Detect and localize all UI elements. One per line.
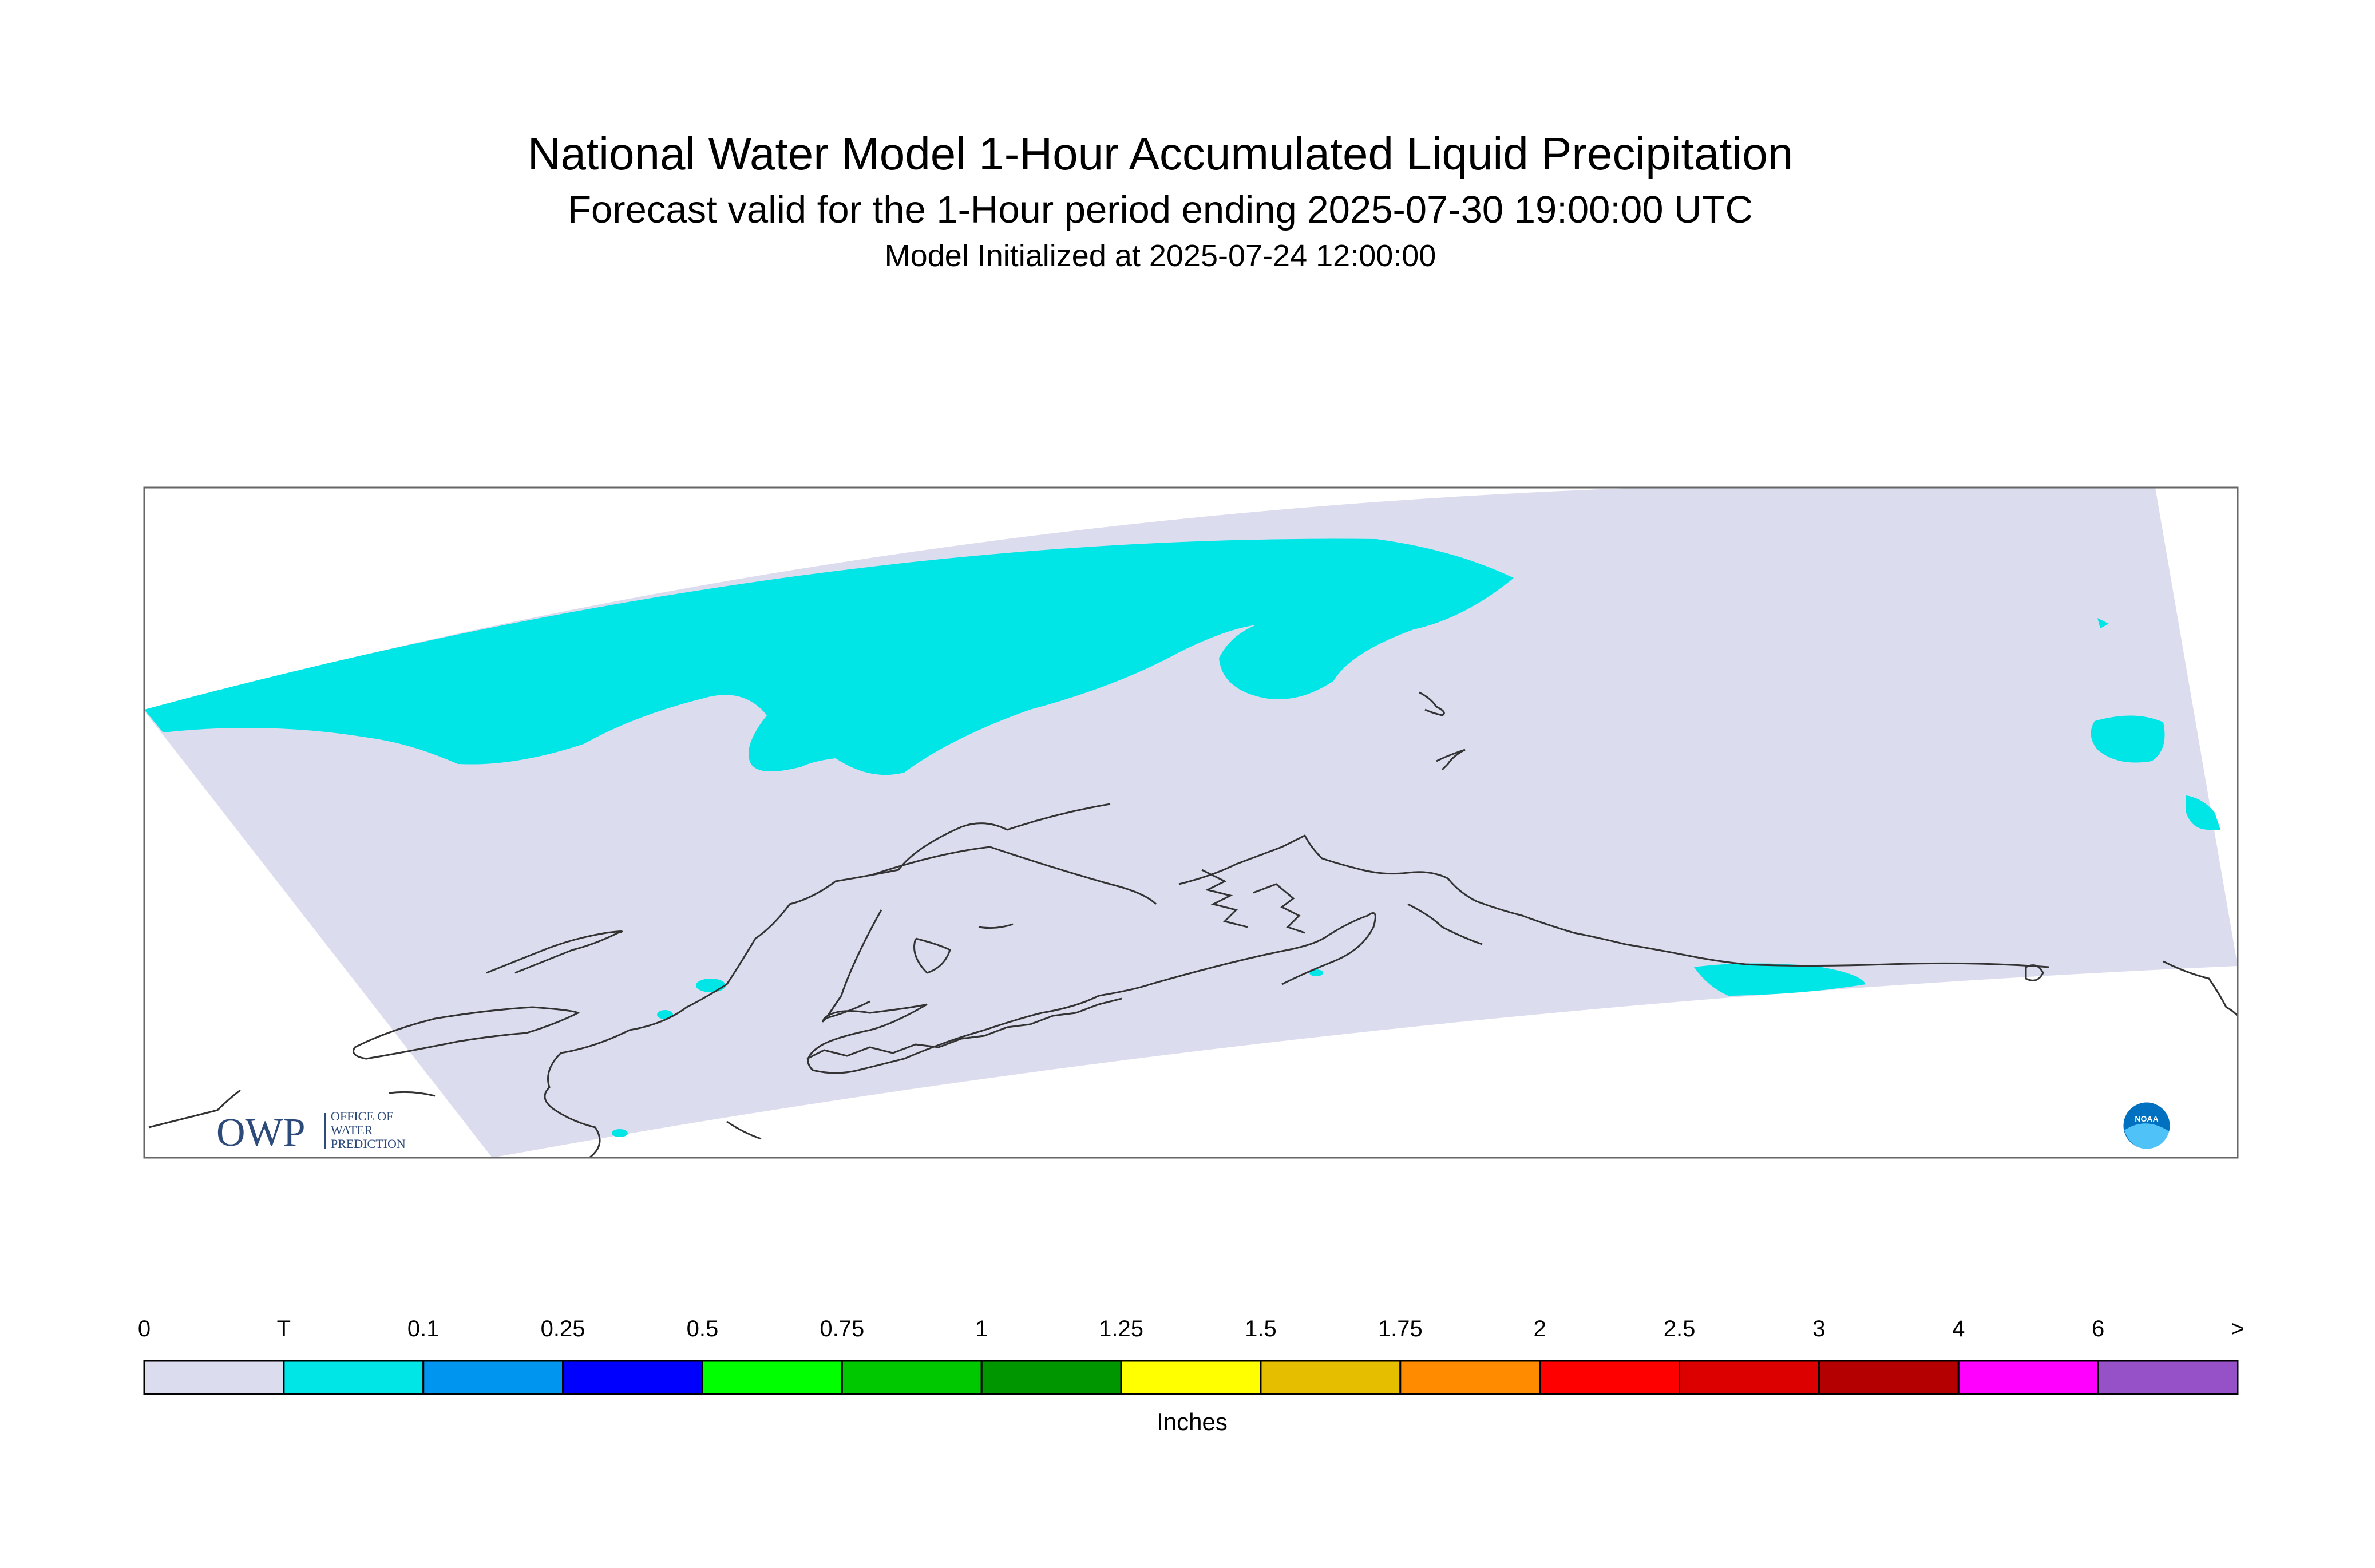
colorbar-tick-label: 3: [1812, 1316, 1826, 1341]
trace-area-arctic-coast: [144, 538, 1514, 775]
trace-area-east-1: [2091, 715, 2165, 763]
colorbar-swatch: [283, 1360, 425, 1395]
colorbar-tick-label: 0.5: [686, 1316, 719, 1341]
map-title: National Water Model 1-Hour Accumulated …: [527, 128, 1794, 179]
noaa-logo: NOAA: [2121, 1100, 2172, 1151]
colorbar-tick-label: 1.5: [1245, 1316, 1277, 1341]
colorbar-tick-label: T: [276, 1316, 291, 1341]
colorbar-swatch: [2097, 1360, 2239, 1395]
noaa-logo-wave: [2124, 1123, 2170, 1150]
trace-area-peninsula: [1309, 969, 1323, 976]
trace-area-west-2: [657, 1010, 673, 1019]
colorbar-tick-label: 1.75: [1378, 1316, 1423, 1341]
colorbar-tick-label: 0.75: [820, 1316, 865, 1341]
noaa-logo-ring: [2121, 1100, 2172, 1151]
colorbar-swatch: [841, 1360, 983, 1395]
colorbar-swatch: [1260, 1360, 1402, 1395]
colorbar-swatch: [143, 1360, 285, 1395]
trace-area-south: [612, 1129, 628, 1137]
owp-text-line-2: WATER: [331, 1123, 373, 1137]
trace-area-west-1: [696, 979, 726, 992]
colorbar-swatch: [701, 1360, 843, 1395]
owp-text-line-3: PREDICTION: [331, 1137, 406, 1151]
colorbar-tick-label: >: [2231, 1316, 2245, 1341]
colorbar-tick-label: 0.25: [540, 1316, 585, 1341]
coastlines: [148, 691, 2238, 1158]
map-subtitle: Forecast valid for the 1-Hour period end…: [568, 188, 1753, 231]
colorbar-tick-label: 1: [975, 1316, 988, 1341]
owp-text-line-1: OFFICE OF: [331, 1109, 393, 1123]
map-frame: [143, 486, 2239, 1159]
colorbar-swatch: [1957, 1360, 2099, 1395]
model-init-line: Model Initialized at 2025-07-24 12:00:00: [884, 239, 1436, 273]
trace-area-east-2: [2186, 795, 2220, 830]
noaa-logo-text: NOAA: [2135, 1114, 2158, 1123]
colorbar-swatch: [980, 1360, 1122, 1395]
colorbar-tick-label: 1.25: [1099, 1316, 1143, 1341]
owp-letters: OWP: [216, 1111, 306, 1155]
colorbar-tick-label: 2.5: [1663, 1316, 1696, 1341]
colorbar-swatch: [1399, 1360, 1541, 1395]
colorbar-tick-label: 2: [1533, 1316, 1546, 1341]
colorbar-swatch: [1120, 1360, 1262, 1395]
colorbar-tick-label: 4: [1952, 1316, 1965, 1341]
colorbar-swatch: [562, 1360, 703, 1395]
legend-units: Inches: [1157, 1408, 1228, 1435]
colorbar: [143, 1360, 2239, 1395]
trace-area-gulf: [1694, 963, 1866, 996]
colorbar-swatch: [1679, 1360, 1820, 1395]
colorbar-tick-label: 0: [137, 1316, 151, 1341]
owp-logo: OWP OFFICE OF WATER PREDICTION: [216, 1109, 406, 1155]
colorbar-swatch: [422, 1360, 564, 1395]
colorbar-tick-label: 6: [2092, 1316, 2105, 1341]
trace-area-east-3: [2097, 618, 2109, 628]
colorbar-tick-label: 0.1: [407, 1316, 440, 1341]
colorbar-swatch: [1539, 1360, 1681, 1395]
colorbar-swatch: [1818, 1360, 1960, 1395]
